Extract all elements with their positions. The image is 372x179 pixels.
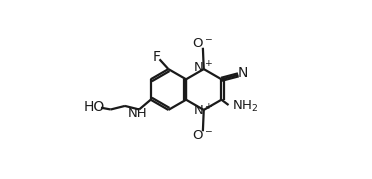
Text: O$^-$: O$^-$ bbox=[192, 37, 214, 50]
Text: N$^+$: N$^+$ bbox=[193, 61, 213, 76]
Text: NH: NH bbox=[128, 107, 148, 120]
Text: F: F bbox=[153, 50, 161, 64]
Text: NH$_2$: NH$_2$ bbox=[232, 99, 259, 114]
Text: O$^-$: O$^-$ bbox=[192, 129, 214, 142]
Text: N: N bbox=[238, 66, 248, 80]
Text: N$^+$: N$^+$ bbox=[193, 103, 213, 118]
Text: HO: HO bbox=[84, 100, 105, 114]
